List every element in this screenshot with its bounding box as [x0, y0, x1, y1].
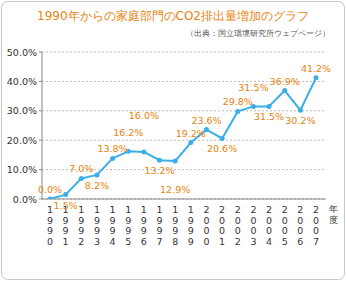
tick-label: 1999 — [188, 204, 194, 247]
chart-root: 1990年からの家庭部門のCO2排出量増加のグラフ （出典：国立環境研究所ウェブペ… — [0, 0, 346, 281]
point — [298, 108, 303, 113]
tick-label: 30.0% — [7, 105, 37, 116]
tick-label: 2005 — [282, 204, 288, 247]
tick-label: 2002 — [235, 204, 241, 247]
tick-label: 1992 — [78, 204, 84, 247]
point — [173, 159, 178, 164]
data-label: 36.9% — [270, 76, 300, 87]
data-label: 13.2% — [144, 165, 174, 176]
tick-label: 1998 — [172, 204, 178, 247]
tick-label: 1995 — [125, 204, 131, 247]
point — [110, 156, 115, 161]
data-label: 31.5% — [238, 82, 268, 93]
data-label: 16.0% — [129, 110, 159, 121]
frame — [2, 2, 345, 280]
line — [50, 78, 316, 199]
axis-label: 年度 — [329, 204, 338, 225]
tick-label: 2006 — [297, 204, 303, 247]
grid-line — [42, 52, 326, 53]
series — [48, 75, 319, 199]
y-axis: 0.0%10.0%20.0%30.0%40.0%50.0% — [7, 47, 326, 205]
tick-label: 1996 — [141, 204, 147, 247]
data-label: 13.8% — [97, 143, 127, 154]
tick-label: 10.0% — [7, 164, 37, 175]
tick-label: 50.0% — [7, 47, 37, 58]
y-axis-line — [42, 52, 43, 199]
tick-label: 2003 — [250, 204, 256, 247]
tick-label: 2004 — [266, 204, 272, 247]
data-label: 31.5% — [254, 111, 284, 122]
point — [314, 75, 319, 80]
tick-label: 2007 — [313, 204, 319, 247]
data-label: 1.5% — [54, 200, 78, 211]
tick-label: 2000 — [203, 204, 209, 247]
tick-label: 1990 — [47, 204, 53, 247]
tick-label: 2001 — [219, 204, 225, 247]
data-label: 20.6% — [207, 143, 237, 154]
tick-label: 1993 — [94, 204, 100, 247]
data-label: 23.6% — [191, 115, 221, 126]
title: 1990年からの家庭部門のCO2排出量増加のグラフ — [37, 9, 309, 23]
x-axis: 1990199119921993199419951996199719981999… — [47, 204, 319, 247]
grid-line — [42, 199, 326, 200]
point — [79, 176, 84, 181]
grid-line — [42, 140, 326, 141]
tick-label: 20.0% — [7, 135, 37, 146]
point — [48, 197, 53, 200]
point — [63, 192, 68, 197]
tick-label: 1997 — [157, 204, 163, 247]
point — [220, 136, 225, 141]
point — [141, 149, 146, 154]
point — [235, 109, 240, 114]
data-label: 16.2% — [113, 127, 143, 138]
tick-label: 40.0% — [7, 76, 37, 87]
data-label: 8.2% — [85, 180, 109, 191]
point — [267, 104, 272, 109]
tick-label: 0.0% — [13, 194, 37, 205]
data-labels: 0.0% 1.5% 7.0% 8.2% 13.8% 16.2% 16.0% 13.2% 12.9… — [38, 63, 331, 211]
data-label: 0.0% — [38, 184, 62, 195]
point — [157, 158, 162, 163]
data-label: 29.8% — [223, 96, 253, 107]
tick-label: 1994 — [110, 204, 116, 247]
data-label: 41.2% — [301, 63, 331, 74]
x-axis-line — [42, 199, 326, 200]
data-label: 12.9% — [160, 184, 190, 195]
subtitle: （出典：国立環境研究所ウェブページ） — [186, 29, 330, 38]
data-label: 19.2% — [176, 128, 206, 139]
data-label: 30.2% — [285, 115, 315, 126]
point — [188, 140, 193, 145]
point — [94, 172, 99, 177]
data-label: 7.0% — [69, 163, 93, 174]
point — [282, 88, 287, 93]
